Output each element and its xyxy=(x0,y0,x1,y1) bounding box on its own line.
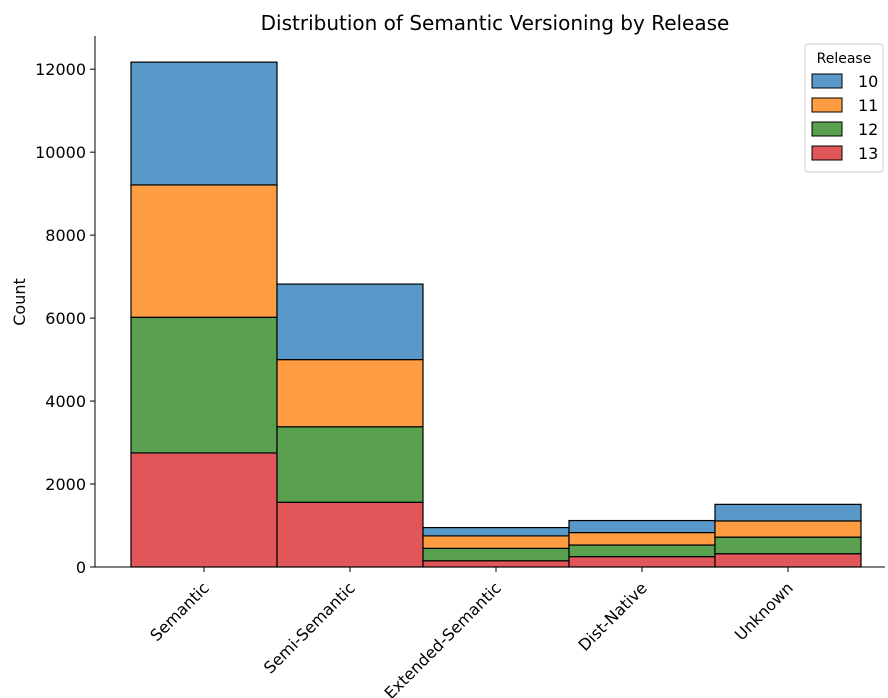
bar-semantic-release-13 xyxy=(130,452,278,568)
y-tick-label-2000: 2000 xyxy=(45,475,86,494)
bar-extended-semantic-release-13 xyxy=(422,560,570,568)
bar-semantic-release-10 xyxy=(130,61,278,186)
x-tick-label-extended-semantic: Extended-Semantic xyxy=(381,578,505,698)
legend-label-10: 10 xyxy=(858,72,878,91)
x-tick-label-dist-native: Dist-Native xyxy=(574,578,650,654)
bar-semi-semantic-release-13 xyxy=(276,501,424,568)
legend-swatch-11 xyxy=(811,97,843,113)
legend-label-11: 11 xyxy=(858,96,878,115)
y-tick-label-8000: 8000 xyxy=(45,226,86,245)
x-axis: Semantic Semi-Semantic Extended-Semantic Di… xyxy=(95,566,885,698)
y-axis: 0 2000 4000 6000 8000 10000 12000 xyxy=(35,36,96,577)
bar-semi-semantic-release-11 xyxy=(276,358,424,428)
legend: Release 10 11 12 13 xyxy=(804,43,884,173)
bars-group xyxy=(130,61,862,568)
legend-items: 10 11 12 13 xyxy=(811,72,878,163)
bar-semi-semantic-release-10 xyxy=(276,283,424,361)
legend-swatch-12 xyxy=(811,121,843,137)
x-tick-label-semi-semantic: Semi-Semantic xyxy=(260,578,359,677)
bar-extended-semantic-release-10 xyxy=(422,526,570,537)
bar-unknown-release-10 xyxy=(714,503,862,522)
x-tick-label-semantic: Semantic xyxy=(146,578,213,645)
x-tick-label-unknown: Unknown xyxy=(731,578,797,644)
bar-semantic-release-12 xyxy=(130,316,278,454)
bar-dist-native-release-12 xyxy=(568,544,716,558)
bar-semi-semantic-release-12 xyxy=(276,426,424,503)
bar-unknown-release-12 xyxy=(714,536,862,555)
legend-label-13: 13 xyxy=(858,144,878,163)
legend-title: Release xyxy=(817,51,872,67)
y-tick-label-12000: 12000 xyxy=(35,60,86,79)
y-tick-label-10000: 10000 xyxy=(35,143,86,162)
bar-extended-semantic-release-11 xyxy=(422,535,570,549)
y-tick-label-4000: 4000 xyxy=(45,392,86,411)
bar-dist-native-release-11 xyxy=(568,531,716,546)
bar-unknown-release-11 xyxy=(714,520,862,538)
bar-semantic-release-11 xyxy=(130,184,278,318)
bar-extended-semantic-release-12 xyxy=(422,547,570,562)
legend-label-12: 12 xyxy=(858,120,878,139)
y-axis-label: Count xyxy=(10,278,29,326)
legend-swatch-13 xyxy=(811,145,843,161)
y-tick-label-6000: 6000 xyxy=(45,309,86,328)
bar-dist-native-release-13 xyxy=(568,556,716,568)
y-tick-label-0: 0 xyxy=(76,558,86,577)
chart-title: Distribution of Semantic Versioning by R… xyxy=(261,11,730,35)
legend-swatch-10 xyxy=(811,73,843,89)
bar-unknown-release-13 xyxy=(714,553,862,568)
bar-dist-native-release-10 xyxy=(568,519,716,534)
